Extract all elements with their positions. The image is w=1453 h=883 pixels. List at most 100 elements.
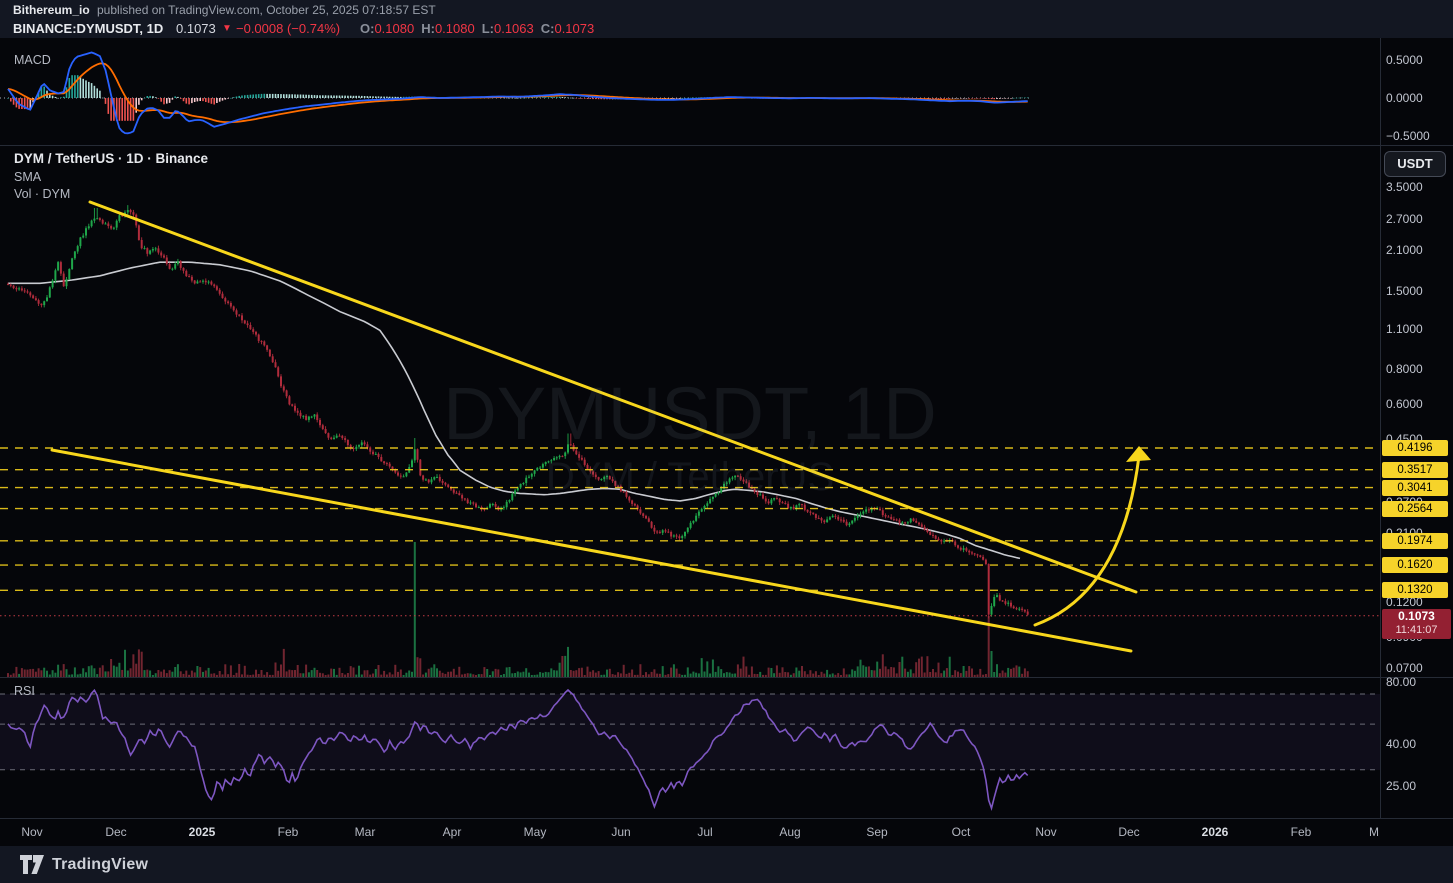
macd-histogram-bar	[152, 96, 154, 98]
macd-histogram-bar	[244, 95, 246, 98]
rsi-axis-tick: 25.00	[1386, 779, 1417, 794]
candle-body	[787, 503, 790, 509]
level-price-label[interactable]: 0.1974	[1382, 532, 1448, 549]
volume-bar	[781, 667, 784, 677]
level-price-label[interactable]: 0.3041	[1382, 479, 1448, 496]
sma-legend[interactable]: SMA	[14, 170, 42, 184]
pane-separator-macd[interactable]	[0, 145, 1453, 146]
rsi-legend[interactable]: RSI	[14, 684, 35, 698]
macd-histogram-bar	[316, 95, 318, 98]
macd-histogram-bar	[505, 97, 508, 99]
candle-body	[539, 467, 542, 469]
macd-histogram-bar	[7, 98, 9, 99]
sma-line[interactable]	[8, 261, 1021, 560]
macd-histogram-bar	[79, 77, 82, 98]
macd-histogram-bar	[946, 98, 948, 99]
volume-bar	[18, 673, 21, 677]
level-price-label[interactable]: 0.1320	[1382, 582, 1448, 599]
volume-bar	[32, 668, 35, 677]
candle-body	[840, 519, 842, 521]
candle-body	[814, 513, 817, 518]
candle-body	[968, 550, 971, 553]
symbol-name[interactable]: BINANCE:DYMUSDT, 1D	[13, 21, 164, 36]
macd-histogram-bar	[539, 97, 541, 98]
level-price-label[interactable]: 0.2564	[1382, 500, 1448, 517]
candle-body	[154, 248, 157, 250]
volume-bar	[636, 674, 639, 677]
candle-body	[20, 288, 23, 291]
candle-body	[263, 341, 266, 346]
candle-body	[385, 463, 388, 465]
candle-body	[564, 452, 567, 457]
candle-body	[795, 505, 798, 510]
volume-bar	[333, 668, 335, 677]
macd-histogram-bar	[335, 95, 338, 98]
volume-bar	[497, 669, 500, 677]
candle-body	[750, 487, 753, 489]
volume-bar	[271, 674, 274, 677]
candle-body	[104, 223, 107, 225]
candle-body	[179, 261, 182, 268]
ohlc-key: H:	[421, 21, 435, 36]
macd-axis-tick: 0.5000	[1386, 53, 1423, 67]
volume-bar	[477, 674, 480, 677]
volume-bar	[639, 664, 642, 677]
chart-canvas[interactable]	[0, 38, 1380, 845]
volume-bar	[706, 661, 709, 677]
time-axis-label: Oct	[951, 825, 971, 839]
volume-bar	[717, 666, 720, 677]
trendline-lower[interactable]	[50, 448, 1133, 653]
volume-bar	[335, 674, 338, 677]
candle-body	[54, 270, 57, 281]
level-price-label[interactable]: 0.3517	[1382, 461, 1448, 478]
volume-bar	[146, 669, 149, 677]
candle-body	[619, 486, 622, 492]
curved-arrow-head[interactable]	[1126, 446, 1151, 462]
macd-histogram-bar	[934, 98, 937, 99]
candle-body	[926, 529, 929, 532]
candle-body	[650, 521, 653, 528]
candle-body	[976, 554, 979, 556]
volume-bar	[165, 673, 168, 677]
macd-histogram-bar	[990, 98, 993, 100]
currency-toggle-button[interactable]: USDT	[1384, 151, 1446, 177]
volume-bar	[901, 656, 904, 677]
main-chart-legend[interactable]: DYM / TetherUS · 1D · Binance	[14, 151, 209, 166]
candle-body	[982, 556, 985, 560]
candle-body	[514, 490, 517, 494]
candle-body	[700, 508, 703, 512]
curved-arrow[interactable]	[1033, 454, 1141, 627]
macd-histogram-bar	[1004, 98, 1007, 99]
macd-histogram-bar	[386, 96, 388, 98]
macd-histogram-bar	[347, 95, 349, 98]
macd-histogram-bar	[957, 98, 959, 99]
macd-legend[interactable]: MACD	[14, 53, 51, 67]
candle-body	[915, 520, 918, 523]
volume-bar	[926, 656, 929, 677]
rsi-line[interactable]	[7, 688, 1029, 811]
candle-body	[377, 453, 380, 457]
volume-bar	[296, 665, 299, 677]
candle-body	[912, 518, 915, 521]
ohlc-key: C:	[540, 21, 555, 36]
volume-legend[interactable]: Vol · DYM	[14, 187, 71, 201]
pane-separator-main[interactable]	[0, 677, 1453, 678]
candle-body	[792, 506, 795, 510]
volume-bar	[321, 673, 324, 677]
trendline-upper[interactable]	[88, 200, 1138, 594]
volume-bar	[224, 664, 227, 677]
macd-line[interactable]	[7, 51, 1028, 135]
candle-body	[215, 286, 218, 290]
volume-bar	[915, 662, 918, 677]
volume-bar	[266, 672, 269, 677]
volume-bar	[667, 674, 670, 677]
time-axis[interactable]: Nov Dec 2025 Feb Mar Apr May Jun Jul Aug Sep Oct Nov…	[0, 818, 1453, 846]
macd-histogram-bar	[929, 98, 931, 99]
level-price-label[interactable]: 0.1620	[1382, 557, 1448, 574]
macd-histogram-bar	[355, 95, 357, 98]
level-price-label[interactable]: 0.4196	[1382, 439, 1448, 456]
current-price-value: 0.1073	[1398, 608, 1435, 623]
candle-body	[397, 472, 399, 476]
macd-histogram-bar	[274, 93, 277, 98]
tradingview-logo[interactable]: TradingView	[20, 855, 148, 874]
